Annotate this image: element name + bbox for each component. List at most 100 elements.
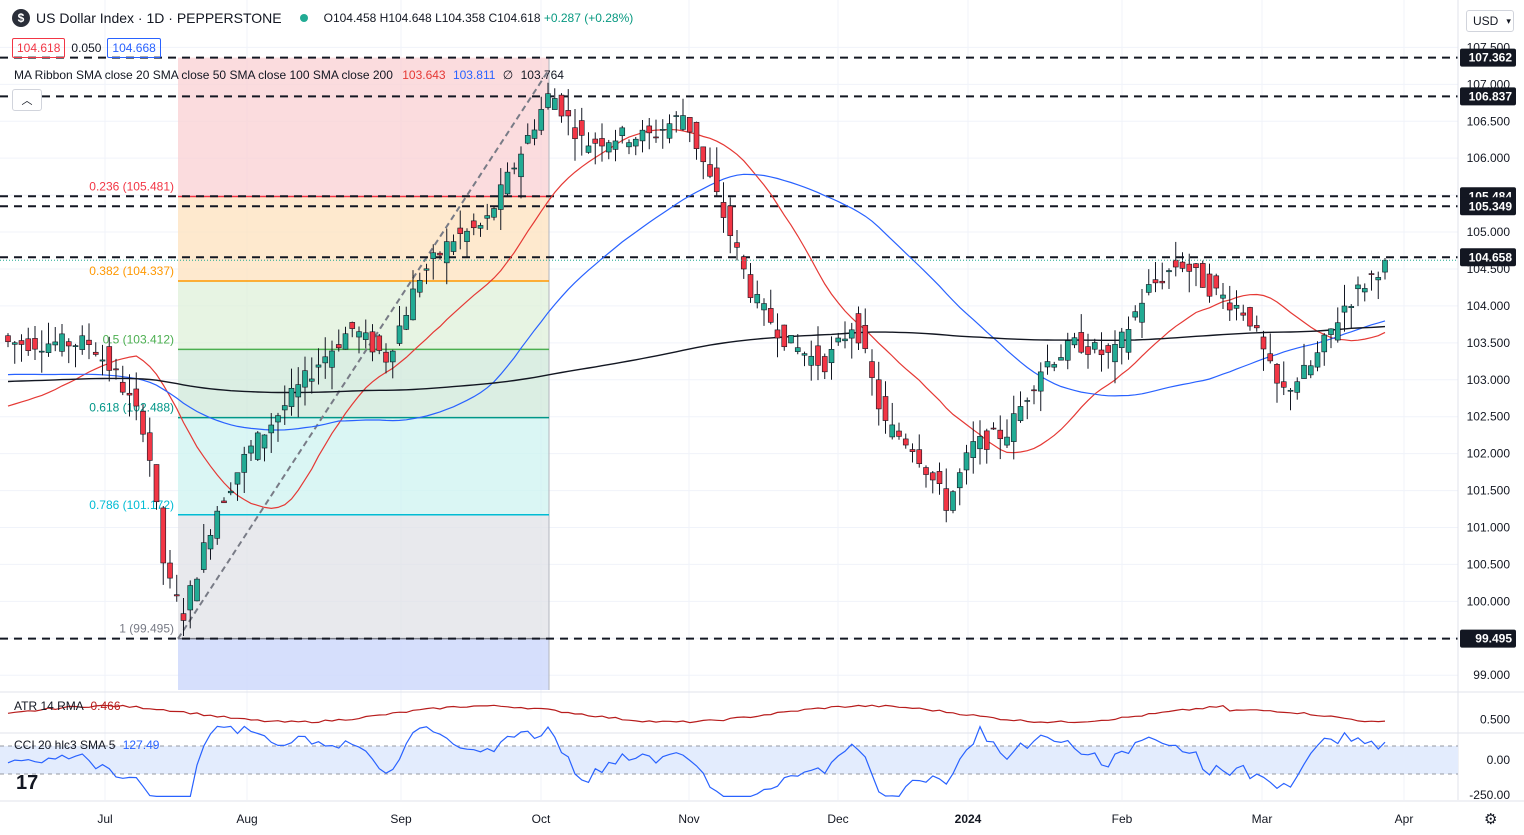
gear-icon[interactable]: ⚙ [1484, 811, 1498, 828]
candle-body [666, 123, 673, 139]
fib-trend-line [177, 68, 550, 640]
candle-body [875, 379, 882, 410]
fib-level-label: 0.786 (101.172) [89, 498, 174, 512]
candle-body [275, 415, 281, 423]
candle-body [396, 325, 403, 344]
ma-ribbon-legend[interactable]: MA Ribbon SMA close 20 SMA close 50 SMA … [14, 68, 564, 82]
candle-body [1017, 406, 1024, 422]
ma-ribbon-label: MA Ribbon SMA close 20 SMA close 50 SMA … [14, 68, 393, 82]
candle-body [1220, 294, 1226, 299]
candle-body [524, 135, 531, 144]
candle-body [1098, 349, 1105, 356]
price-axis-tick: 106.000 [1467, 151, 1511, 165]
price-axis-tick: 106.500 [1467, 114, 1511, 128]
candle-body [1233, 304, 1240, 309]
candle-body [929, 472, 936, 481]
candle-body [281, 405, 288, 411]
candle-body [821, 356, 828, 373]
candle-body [214, 510, 221, 539]
cci-axis-tick: 0.00 [1487, 753, 1511, 767]
candle-body [383, 351, 389, 363]
time-axis-tick: Jul [97, 812, 112, 826]
candle-body [457, 227, 464, 234]
candle-body [1179, 261, 1186, 269]
high-value: H104.648 [379, 11, 432, 25]
candle-body [896, 430, 902, 437]
candle-body [140, 411, 146, 435]
candle-body [936, 471, 943, 484]
candle-body [862, 325, 869, 349]
candle-body [1301, 364, 1307, 379]
candle-body [1247, 307, 1253, 327]
candle-body [322, 356, 329, 364]
low-value: L104.358 [435, 11, 486, 25]
candle-body [950, 491, 956, 511]
candle-body [673, 115, 680, 117]
candle-body [761, 303, 767, 311]
candle-body [1382, 259, 1388, 273]
candle-body [342, 333, 349, 350]
dollar-logo-icon: $ [12, 9, 30, 27]
candle-body [713, 167, 720, 193]
candle-body [1328, 328, 1334, 335]
candle-body [376, 335, 383, 351]
price-level-badge [1460, 197, 1516, 216]
candle-body [450, 241, 457, 252]
candle-body [923, 467, 929, 475]
fib-level-label: 0.236 (105.481) [89, 180, 174, 194]
candle-body [362, 332, 369, 340]
tradingview-logo[interactable]: 17 [16, 772, 39, 794]
candle-body [1085, 346, 1091, 355]
candle-body [329, 350, 335, 368]
candle-body [173, 594, 180, 597]
price-axis-tick: 102.000 [1467, 447, 1511, 461]
candle-body [1064, 340, 1071, 361]
candle-body [180, 613, 187, 621]
fib-zone [178, 417, 549, 515]
candle-body [531, 129, 538, 139]
atr-axis-tick: 0.500 [1480, 712, 1510, 726]
candle-body [1240, 312, 1247, 316]
candle-body [686, 117, 693, 133]
buy-button[interactable]: 104.668 [107, 38, 161, 58]
candle-body [707, 164, 713, 177]
sma100-value: ∅ [502, 68, 514, 82]
candle-body [1226, 302, 1233, 311]
sell-button[interactable]: 104.618 [12, 38, 66, 58]
candle-body [619, 127, 626, 137]
candle-body [1213, 275, 1220, 289]
price-axis-tick: 99.000 [1473, 668, 1510, 682]
candle-body [18, 340, 25, 345]
candle-body [1152, 279, 1159, 284]
currency-selector[interactable]: USD ▾ [1466, 10, 1514, 32]
price-level-badge-text: 106.837 [1469, 89, 1513, 103]
collapse-legend-button[interactable]: ︿ [12, 89, 42, 111]
fib-zone-extension [178, 638, 549, 690]
price-axis-tick: 105.000 [1467, 225, 1511, 239]
chevron-down-icon: ▾ [1506, 15, 1511, 26]
candle-body [990, 427, 997, 430]
close-value: C104.618 [488, 11, 541, 25]
candle-body [335, 344, 342, 349]
candle-body [1355, 284, 1361, 290]
candle-body [356, 331, 362, 338]
candle-body [295, 384, 302, 398]
candle-body [302, 370, 308, 388]
cci-label: CCI 20 hlc3 SMA 5 [14, 738, 116, 752]
candle-body [1058, 357, 1064, 361]
candle-body [146, 432, 153, 461]
symbol-title[interactable]: US Dollar Index · 1D · PEPPERSTONE [36, 10, 282, 26]
cci-band [0, 746, 1458, 774]
candle-body [52, 341, 59, 346]
candle-body [626, 142, 632, 148]
fib-level-label: 1 (99.495) [119, 622, 174, 636]
candle-body [977, 436, 983, 450]
candle-body [700, 146, 707, 163]
atr-legend[interactable]: ATR 14 RMA 0.466 [14, 699, 121, 713]
cci-legend[interactable]: CCI 20 hlc3 SMA 5 127.49 [14, 738, 159, 752]
candle-body [248, 445, 254, 454]
price-level-badge [1460, 248, 1516, 267]
candle-body [565, 110, 572, 117]
candle-body [1294, 381, 1301, 393]
